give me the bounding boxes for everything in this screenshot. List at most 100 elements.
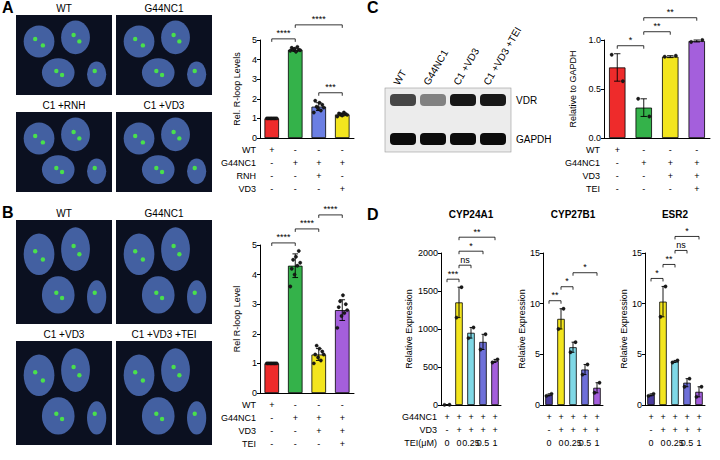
svg-text:+: + — [594, 412, 599, 422]
svg-text:C1 +RNH: C1 +RNH — [42, 100, 85, 111]
svg-text:-: - — [270, 158, 273, 168]
svg-text:**: ** — [665, 254, 673, 264]
svg-text:+: + — [648, 412, 653, 422]
svg-text:-: - — [669, 145, 672, 155]
svg-text:1: 1 — [252, 113, 257, 123]
svg-text:1: 1 — [252, 358, 257, 368]
svg-text:+: + — [582, 412, 587, 422]
svg-text:*: * — [583, 262, 587, 272]
svg-text:+: + — [546, 412, 551, 422]
svg-text:VDR: VDR — [516, 95, 537, 106]
svg-text:0: 0 — [648, 438, 653, 448]
svg-text:RNH: RNH — [237, 171, 257, 181]
svg-text:C1 +VD3: C1 +VD3 — [144, 100, 185, 111]
svg-text:+: + — [456, 425, 461, 435]
svg-text:+: + — [269, 145, 274, 155]
svg-text:+: + — [660, 425, 665, 435]
svg-text:-: - — [317, 184, 320, 194]
svg-text:+: + — [558, 412, 563, 422]
svg-text:G44NC1: G44NC1 — [221, 158, 256, 168]
svg-text:-: - — [341, 145, 344, 155]
svg-text:3: 3 — [252, 74, 257, 84]
svg-text:-: - — [642, 184, 645, 194]
svg-text:-: - — [642, 145, 645, 155]
svg-text:+: + — [293, 158, 298, 168]
svg-text:+: + — [594, 425, 599, 435]
svg-text:TEI(μM): TEI(μM) — [404, 438, 437, 448]
svg-text:5: 5 — [252, 240, 257, 250]
svg-text:Rel. R-loop Levels: Rel. R-loop Levels — [232, 52, 242, 126]
svg-text:0.5: 0.5 — [588, 84, 601, 94]
svg-text:0: 0 — [252, 388, 257, 398]
svg-text:15: 15 — [530, 248, 540, 258]
svg-text:+: + — [492, 425, 497, 435]
svg-text:0: 0 — [660, 438, 665, 448]
svg-text:****: **** — [276, 28, 291, 38]
svg-text:-: - — [317, 145, 320, 155]
svg-text:+: + — [316, 158, 321, 168]
svg-text:500: 500 — [423, 362, 438, 372]
svg-text:+: + — [340, 439, 345, 449]
svg-text:+: + — [444, 412, 449, 422]
svg-text:+: + — [492, 412, 497, 422]
svg-text:-: - — [317, 400, 320, 410]
svg-text:GAPDH: GAPDH — [516, 134, 552, 145]
svg-text:WT: WT — [391, 68, 408, 87]
svg-text:*: * — [655, 268, 659, 278]
svg-text:-: - — [294, 184, 297, 194]
svg-text:+: + — [468, 425, 473, 435]
svg-text:WT: WT — [56, 208, 72, 219]
svg-text:ns: ns — [460, 255, 470, 265]
svg-text:+: + — [672, 412, 677, 422]
svg-text:+: + — [468, 412, 473, 422]
svg-text:0.5: 0.5 — [477, 438, 490, 448]
svg-text:**: ** — [667, 7, 675, 17]
svg-text:WT: WT — [56, 3, 72, 14]
svg-text:+: + — [340, 158, 345, 168]
svg-text:+: + — [558, 425, 563, 435]
svg-text:Relative Expression: Relative Expression — [404, 289, 414, 369]
svg-text:0.0: 0.0 — [588, 133, 601, 143]
svg-text:0: 0 — [433, 400, 438, 410]
svg-text:*: * — [565, 276, 569, 286]
svg-text:0.5: 0.5 — [579, 438, 592, 448]
svg-text:10: 10 — [632, 299, 642, 309]
svg-text:1: 1 — [696, 438, 701, 448]
svg-text:5: 5 — [252, 35, 257, 45]
svg-text:G44NC1: G44NC1 — [221, 413, 256, 423]
svg-text:+: + — [340, 426, 345, 436]
svg-text:-: - — [642, 171, 645, 181]
svg-text:4: 4 — [252, 270, 257, 280]
svg-text:-: - — [270, 439, 273, 449]
svg-text:-: - — [270, 171, 273, 181]
svg-text:****: **** — [276, 232, 291, 242]
svg-text:1: 1 — [492, 438, 497, 448]
svg-text:C1 +VD3 +TEI: C1 +VD3 +TEI — [481, 25, 523, 87]
svg-text:+: + — [316, 426, 321, 436]
svg-text:-: - — [548, 425, 551, 435]
svg-text:+: + — [582, 425, 587, 435]
svg-text:+: + — [480, 425, 485, 435]
svg-text:VD3: VD3 — [419, 425, 437, 435]
svg-text:G44NC1: G44NC1 — [421, 47, 450, 87]
svg-text:VD3: VD3 — [238, 426, 256, 436]
svg-text:+: + — [316, 171, 321, 181]
svg-text:VD3: VD3 — [582, 171, 600, 181]
svg-text:Relative Expression: Relative Expression — [619, 289, 629, 369]
svg-text:TEI: TEI — [586, 184, 600, 194]
svg-text:-: - — [446, 425, 449, 435]
svg-text:1000: 1000 — [418, 324, 438, 334]
svg-text:*: * — [629, 35, 633, 45]
svg-text:0: 0 — [535, 400, 540, 410]
svg-text:+: + — [269, 400, 274, 410]
svg-text:G44NC1: G44NC1 — [145, 208, 184, 219]
svg-text:WT: WT — [242, 400, 256, 410]
svg-text:1.0: 1.0 — [588, 35, 601, 45]
svg-text:+: + — [684, 425, 689, 435]
svg-text:+: + — [694, 171, 699, 181]
svg-text:0.5: 0.5 — [681, 438, 694, 448]
svg-text:-: - — [317, 439, 320, 449]
svg-text:CYP24A1: CYP24A1 — [449, 209, 494, 220]
svg-text:-: - — [270, 413, 273, 423]
svg-text:0: 0 — [252, 133, 257, 143]
